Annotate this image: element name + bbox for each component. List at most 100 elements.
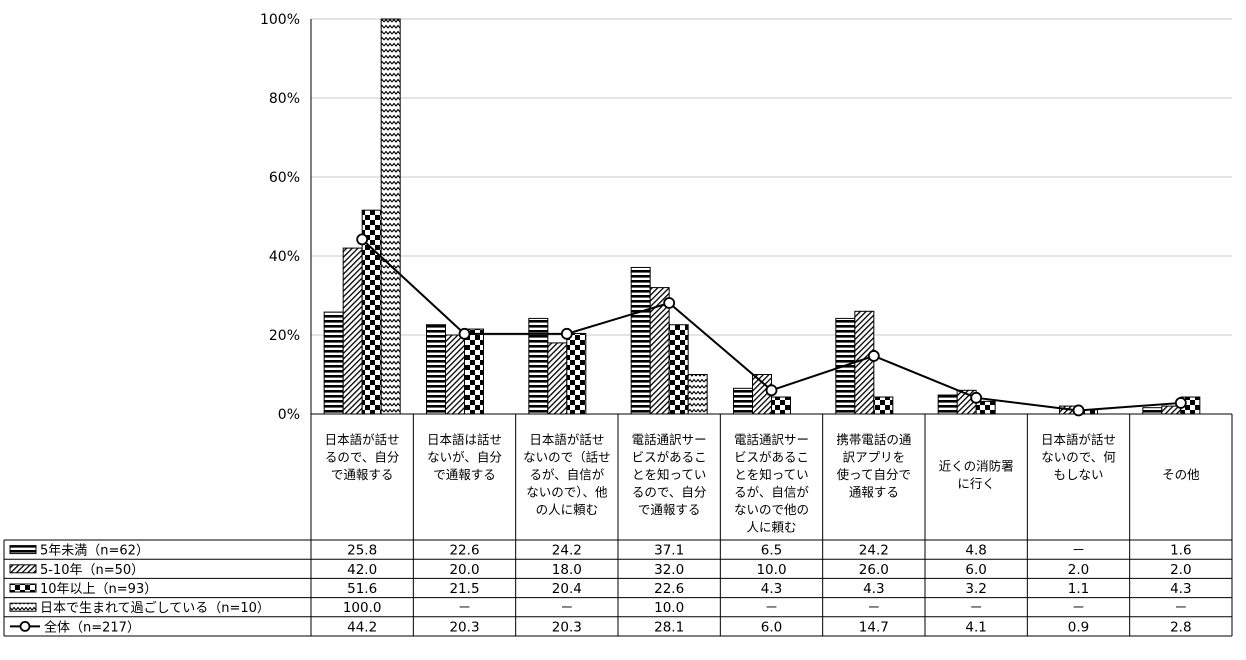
line-point (1072, 404, 1085, 417)
data-label: 24.2 (552, 543, 582, 559)
category-label: 人に頼む (746, 520, 796, 535)
bar (528, 317, 549, 415)
bar (547, 342, 568, 415)
data-label: 28.1 (654, 619, 684, 635)
bar (854, 310, 875, 415)
y-axis: 0% 20% 40% 60% 80% 100% (260, 12, 1232, 423)
data-label: 0.9 (1068, 619, 1089, 635)
data-label: 51.6 (347, 581, 377, 597)
data-label: 14.7 (859, 619, 889, 635)
data-label: － (1072, 600, 1086, 616)
bar (445, 334, 465, 415)
category-label: で通報する (638, 502, 701, 517)
gridlines (311, 18, 1232, 336)
bar (380, 18, 401, 415)
bar (1142, 407, 1163, 415)
data-label: 25.8 (347, 543, 377, 559)
line-point (765, 384, 778, 397)
data-label: 6.0 (965, 562, 986, 578)
data-label: 4.1 (965, 619, 986, 635)
line-point (970, 391, 983, 404)
category-label: 日本語は話せ (427, 432, 502, 447)
category-label: 日本語が話せ (325, 432, 400, 447)
bar (630, 266, 651, 415)
data-label: 1.6 (1170, 543, 1191, 559)
data-label: 20.3 (449, 619, 479, 635)
category-label: ないので（話せ (523, 450, 611, 465)
y-tick-label: 80% (269, 91, 300, 107)
legend-label: 日本で生まれて過ごしている（n=10） (40, 600, 270, 616)
bar (975, 400, 996, 415)
bar (687, 374, 708, 415)
data-table: 5年未満（n=62） 25.8 22.6 24.2 37.1 6.5 24.2 4.8 － 1.6… (3, 539, 1233, 637)
bar (937, 394, 958, 415)
line-point (356, 233, 369, 246)
data-label: 4.3 (1170, 581, 1191, 597)
data-label: 42.0 (347, 562, 377, 578)
data-label: 18.0 (552, 562, 582, 578)
data-label: 2.8 (1170, 619, 1191, 635)
data-label: － (867, 600, 881, 616)
data-label: 4.3 (863, 581, 884, 597)
bar (464, 328, 484, 415)
data-label: 20.4 (552, 581, 582, 597)
category-label: 近くの消防署 (939, 458, 1014, 473)
legend-label: 10年以上（n=93） (40, 582, 157, 597)
data-label: － (1072, 543, 1086, 559)
data-label: － (458, 600, 472, 616)
data-label: 37.1 (654, 543, 684, 559)
category-label: ないので）、他 (526, 485, 608, 500)
data-label: 4.3 (761, 581, 782, 597)
category-label: ないが、自分 (427, 450, 502, 465)
category-label: るので、自分 (325, 450, 400, 465)
data-label: 20.0 (449, 562, 479, 578)
category-label: に行く (957, 476, 995, 491)
category-label: とを知ってい (632, 467, 706, 482)
data-label: 26.0 (859, 562, 889, 578)
category-label: その他 (1162, 467, 1200, 482)
category-label: ないので他の (734, 502, 809, 517)
category-label: るが、自信が (529, 467, 604, 482)
category-label: 電話通訳サー (632, 432, 707, 447)
category-label: もしない (1053, 467, 1103, 482)
legend-label: 5-10年（n=50） (40, 563, 144, 578)
y-tick-label: 100% (260, 12, 300, 28)
bar (771, 396, 791, 415)
y-tick-label: 40% (269, 249, 300, 265)
data-label: － (969, 600, 983, 616)
data-label: 10.0 (654, 600, 684, 616)
bar (426, 324, 446, 415)
category-label: とを知ってい (734, 467, 808, 482)
category-label: 日本語が話せ (529, 432, 604, 447)
legend-label: 5年未満（n=62） (40, 544, 149, 559)
data-label: 6.0 (761, 619, 782, 635)
category-label: 訳アプリを (843, 450, 906, 465)
y-tick-label: 20% (269, 328, 300, 344)
data-label: 21.5 (449, 581, 479, 597)
data-label: 3.2 (965, 581, 986, 597)
line-point (663, 297, 676, 309)
data-label: 10.0 (756, 562, 786, 578)
bar (733, 387, 753, 415)
line-point (867, 350, 880, 362)
bar (873, 396, 894, 415)
category-labels: 日本語が話せるので、自分で通報する日本語は話せないが、自分で通報する日本語が話せ… (310, 414, 1233, 540)
bar (323, 311, 344, 415)
data-label: 24.2 (859, 543, 889, 559)
category-label: 電話通訳サー (734, 432, 809, 447)
data-label: 2.0 (1068, 562, 1089, 578)
data-label: 4.8 (965, 543, 986, 559)
data-label: 6.5 (761, 543, 782, 559)
category-label: るので、自分 (632, 485, 707, 500)
data-label: － (765, 600, 779, 616)
legend-key (9, 564, 37, 574)
bar (566, 332, 587, 415)
bar (668, 324, 689, 415)
data-label: 32.0 (654, 562, 684, 578)
category-label: 携帯電話の通 (836, 432, 912, 447)
line-point (560, 327, 573, 340)
category-label: ビスがあるこ (734, 450, 809, 465)
category-label: るが、自信が (734, 485, 809, 500)
data-label: － (560, 600, 574, 616)
